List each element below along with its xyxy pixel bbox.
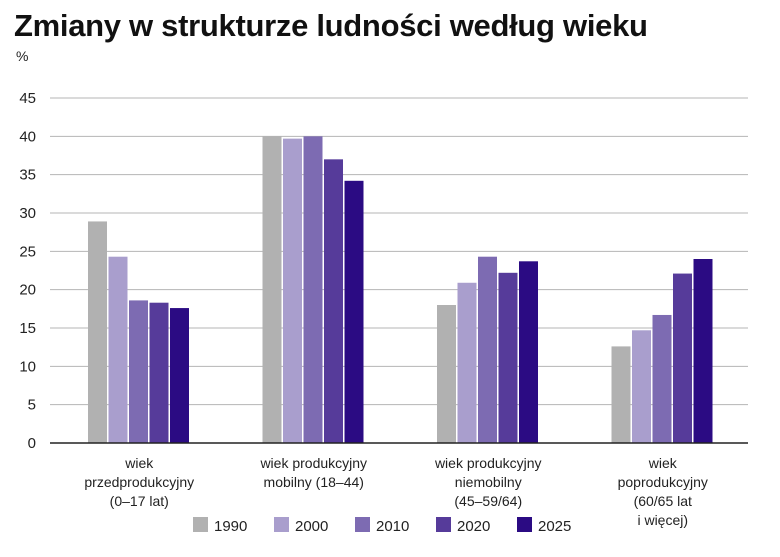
legend-label: 1990 [214, 518, 247, 535]
y-tick-label: 35 [19, 167, 36, 184]
legend-swatch-2025 [517, 517, 532, 532]
bar-2010 [652, 314, 672, 443]
bar-2010 [303, 136, 323, 444]
bar-2020 [498, 272, 518, 443]
legend-swatch-2000 [274, 517, 289, 532]
category-label: mobilny (18–44) [264, 474, 364, 490]
bar-2010 [129, 300, 148, 443]
legend-swatch-2020 [436, 517, 451, 532]
category-label: wiek [648, 455, 678, 471]
bar-1990 [88, 221, 107, 443]
legend-label: 2020 [457, 518, 490, 535]
bar-2000 [632, 330, 651, 443]
legend-label: 2000 [295, 518, 328, 535]
bar-2020 [324, 159, 343, 444]
y-tick-label: 45 [19, 90, 36, 107]
bar-2020 [673, 273, 692, 443]
chart-title: Zmiany w strukturze ludności według wiek… [14, 8, 648, 43]
category-label: wiek [124, 455, 154, 471]
category-label: niemobilny [455, 474, 522, 490]
category-label: (0–17 lat) [110, 493, 169, 509]
bar-2010 [478, 256, 497, 443]
bar-1990 [437, 305, 456, 443]
category-label: wiek produkcyjny [259, 455, 367, 471]
legend-label: 2010 [376, 518, 409, 535]
y-tick-label: 30 [19, 205, 36, 222]
y-tick-label: 0 [28, 435, 36, 452]
bar-2000 [457, 282, 477, 443]
y-tick-label: 25 [19, 243, 36, 260]
y-tick-label: 15 [19, 320, 36, 337]
y-tick-label: 5 [28, 397, 36, 414]
y-tick-label: 10 [19, 358, 36, 375]
bar-2025 [170, 308, 189, 443]
category-label: poprodukcyjny [618, 474, 708, 490]
category-label: (60/65 lat [634, 493, 692, 509]
category-label: wiek produkcyjny [434, 455, 542, 471]
y-tick-label: 40 [19, 128, 36, 145]
category-label: i więcej) [637, 512, 688, 528]
bar-2025 [693, 259, 713, 443]
y-axis-unit: % [16, 48, 29, 64]
bar-1990 [262, 136, 282, 444]
bar-2025 [519, 261, 538, 443]
bar-2000 [283, 138, 302, 443]
bar-1990 [611, 346, 631, 443]
bar-2025 [344, 180, 364, 444]
legend-swatch-2010 [355, 517, 370, 532]
bar-2000 [108, 256, 128, 443]
y-tick-label: 20 [19, 282, 36, 299]
category-label: (45–59/64) [454, 493, 522, 509]
legend-swatch-1990 [193, 517, 208, 532]
legend-label: 2025 [538, 518, 571, 535]
category-label: przedprodukcyjny [84, 474, 194, 490]
bar-2020 [149, 302, 169, 443]
